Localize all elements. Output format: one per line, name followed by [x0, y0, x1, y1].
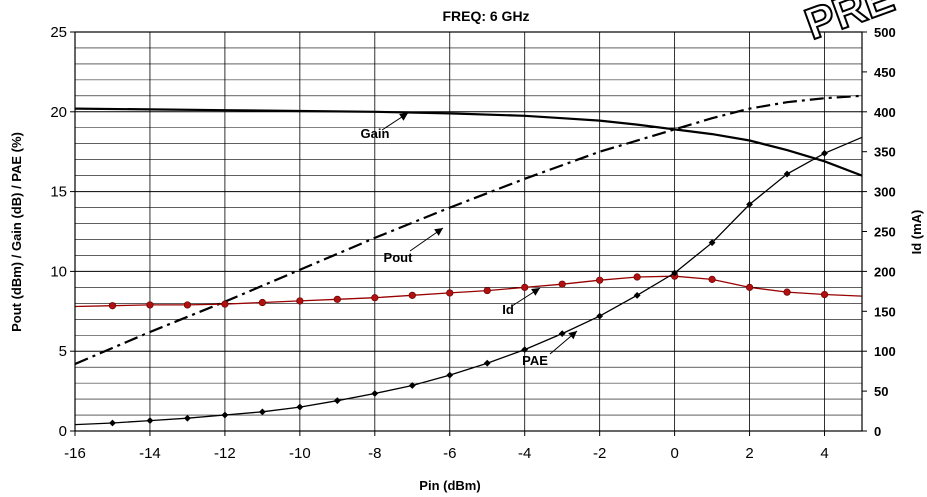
x-tick-label: -14	[139, 445, 161, 462]
series-line-gain	[74, 107, 863, 177]
x-tick-label: -16	[64, 445, 86, 462]
x-tick-label: 4	[820, 445, 828, 462]
data-point-pae	[558, 330, 566, 338]
data-point-id	[596, 276, 604, 284]
y2-tick-label: 500	[874, 25, 896, 40]
data-point-id	[221, 300, 229, 308]
data-point-pae	[184, 414, 191, 422]
annotation-label-pout: Pout	[384, 250, 414, 265]
data-point-pae	[446, 371, 454, 379]
annotation-arrow-head	[434, 228, 443, 236]
y2-tick-label: 450	[874, 65, 896, 80]
data-point-pae	[371, 390, 379, 397]
x-tick-label: -4	[518, 445, 531, 462]
y2-axis-title: Id (mA)	[909, 210, 924, 255]
series-line-pout	[74, 94, 863, 366]
plot-border	[74, 31, 863, 432]
x-tick-label: -6	[443, 445, 456, 462]
data-point-id	[483, 286, 491, 295]
y2-tick-label: 250	[874, 225, 896, 240]
x-tick-label: 0	[670, 445, 678, 462]
data-point-id	[296, 297, 304, 305]
y2-tick-label: 350	[874, 145, 896, 160]
data-point-pae	[746, 200, 753, 208]
annotation-arrow-head	[399, 113, 408, 121]
x-tick-label: -10	[289, 445, 311, 462]
x-tick-label: 2	[745, 445, 753, 462]
y2-tick-label: 150	[874, 304, 896, 319]
data-point-id	[408, 291, 416, 299]
series-line-id	[74, 275, 863, 308]
data-point-pae	[146, 417, 154, 425]
data-point-id	[258, 298, 266, 307]
y-tick-label: 5	[59, 343, 67, 360]
x-axis-title: Pin (dBm)	[419, 478, 480, 493]
y2-tick-label: 200	[874, 264, 896, 279]
annotation-label-gain: Gain	[361, 126, 390, 141]
data-point-id	[146, 301, 154, 309]
data-point-id	[783, 288, 791, 296]
data-point-pae	[296, 403, 304, 411]
y2-tick-label: 400	[874, 105, 896, 120]
y-tick-label: 20	[50, 104, 67, 121]
data-point-id	[521, 283, 529, 291]
data-point-id	[183, 301, 192, 309]
data-point-pae	[521, 346, 529, 354]
annotations: Gain Pout Id PAE	[361, 112, 578, 368]
y-tick-label: 10	[50, 263, 67, 280]
data-point-pae	[783, 170, 791, 178]
data-point-id	[446, 289, 454, 297]
y2-tick-label: 100	[874, 344, 896, 359]
y-tick-label: 15	[50, 184, 67, 201]
tick-labels: -16 -14 -12 -10 -8 -6 -4 -2 0 2 405101520250501001…	[50, 24, 895, 462]
data-point-pae	[671, 269, 679, 277]
y-axis-title: Pout (dBm) / Gain (dB) / PAE (%)	[9, 132, 24, 332]
data-point-id	[333, 295, 341, 303]
data-point-pae	[483, 359, 491, 367]
data-point-pae	[708, 239, 716, 247]
data-point-id	[820, 290, 829, 299]
x-tick-label: -2	[593, 445, 606, 462]
series-line-pae	[74, 136, 863, 426]
annotation-label-id: Id	[502, 302, 514, 317]
data-point-pae	[258, 408, 266, 416]
x-tick-label: -12	[214, 445, 236, 462]
y2-tick-label: 300	[874, 185, 896, 200]
data-point-id	[371, 294, 379, 302]
data-point-pae	[821, 149, 828, 157]
data-point-pae	[633, 291, 641, 299]
data-point-pae	[408, 382, 416, 389]
data-point-pae	[221, 411, 229, 419]
data-point-id	[708, 275, 716, 283]
data-point-id	[745, 283, 754, 291]
data-point-pae	[596, 312, 604, 320]
data-point-id	[633, 273, 641, 281]
data-point-pae	[109, 419, 116, 427]
y-tick-label: 0	[59, 423, 67, 440]
data-point-id	[558, 280, 566, 288]
plot-frame	[70, 31, 867, 436]
chart-title: FREQ: 6 GHz	[442, 8, 529, 24]
annotation-label-pae: PAE	[522, 353, 548, 368]
data-point-pae	[333, 397, 341, 405]
annotation-arrow-head	[568, 331, 577, 340]
y2-tick-label: 50	[874, 384, 888, 399]
series-layer	[74, 94, 863, 427]
x-tick-label: -8	[368, 445, 381, 462]
y2-tick-label: 0	[874, 424, 881, 439]
data-point-id	[108, 302, 117, 310]
annotation-arrow-head	[531, 288, 540, 296]
grid	[74, 31, 862, 432]
y-tick-label: 25	[50, 24, 67, 41]
